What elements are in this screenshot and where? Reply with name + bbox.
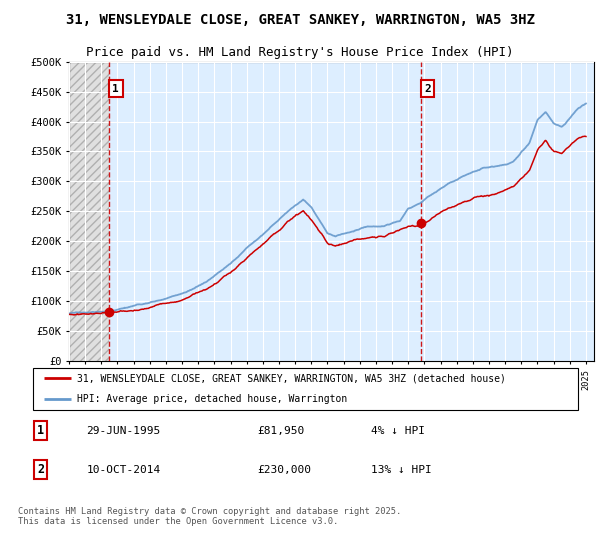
Text: HPI: Average price, detached house, Warrington: HPI: Average price, detached house, Warr… bbox=[77, 394, 347, 404]
Text: Price paid vs. HM Land Registry's House Price Index (HPI): Price paid vs. HM Land Registry's House … bbox=[86, 46, 514, 59]
Text: 13% ↓ HPI: 13% ↓ HPI bbox=[371, 465, 432, 475]
Text: £81,950: £81,950 bbox=[257, 426, 305, 436]
Text: 4% ↓ HPI: 4% ↓ HPI bbox=[371, 426, 425, 436]
Text: £230,000: £230,000 bbox=[257, 465, 311, 475]
Text: 10-OCT-2014: 10-OCT-2014 bbox=[86, 465, 161, 475]
Text: Contains HM Land Registry data © Crown copyright and database right 2025.
This d: Contains HM Land Registry data © Crown c… bbox=[18, 507, 401, 526]
Text: 31, WENSLEYDALE CLOSE, GREAT SANKEY, WARRINGTON, WA5 3HZ (detached house): 31, WENSLEYDALE CLOSE, GREAT SANKEY, WAR… bbox=[77, 373, 506, 383]
FancyBboxPatch shape bbox=[33, 367, 578, 410]
Text: 31, WENSLEYDALE CLOSE, GREAT SANKEY, WARRINGTON, WA5 3HZ: 31, WENSLEYDALE CLOSE, GREAT SANKEY, WAR… bbox=[65, 13, 535, 27]
Text: 2: 2 bbox=[37, 463, 44, 476]
Text: 2: 2 bbox=[424, 83, 431, 94]
Text: 1: 1 bbox=[112, 83, 119, 94]
Text: 29-JUN-1995: 29-JUN-1995 bbox=[86, 426, 161, 436]
Bar bbox=[69, 62, 109, 361]
Text: 1: 1 bbox=[37, 424, 44, 437]
